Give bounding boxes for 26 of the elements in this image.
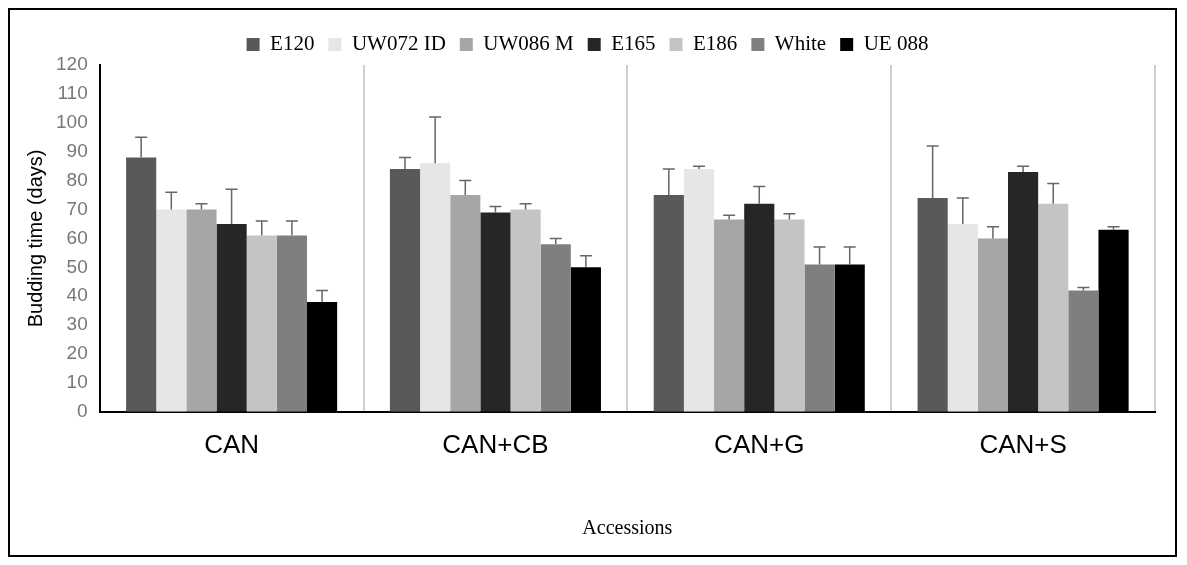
legend-label: UW072 ID <box>351 31 446 56</box>
x-tick-label: CAN <box>204 428 260 459</box>
y-tick-label: 100 <box>56 111 88 133</box>
y-tick-label: 30 <box>66 313 88 335</box>
y-tick-label: 40 <box>66 284 88 306</box>
x-tick-label: CAN+CB <box>442 428 549 459</box>
y-tick-label: 120 <box>56 53 88 75</box>
y-tick-label: 110 <box>57 82 88 104</box>
legend-label: E120 <box>270 31 315 56</box>
y-tick-label: 60 <box>66 226 88 248</box>
y-tick-label: 90 <box>66 139 88 161</box>
legend-label: White <box>774 31 827 56</box>
legend-label: UW086 M <box>483 31 575 56</box>
y-axis-title: Budding time (days) <box>23 149 46 328</box>
x-tick-label: CAN+G <box>714 428 805 459</box>
y-tick-label: 70 <box>66 197 88 219</box>
legend-label: UE 088 <box>863 31 929 56</box>
legend-label: E165 <box>611 31 656 56</box>
x-tick-label: CAN+S <box>979 428 1067 459</box>
y-tick-label: 20 <box>66 342 88 364</box>
y-tick-label: 80 <box>66 168 88 190</box>
y-tick-label: 10 <box>66 371 88 393</box>
y-tick-label: 0 <box>77 400 88 422</box>
x-axis-title: Accessions <box>582 516 673 539</box>
y-tick-label: 50 <box>66 255 88 277</box>
legend-label: E186 <box>693 31 738 56</box>
